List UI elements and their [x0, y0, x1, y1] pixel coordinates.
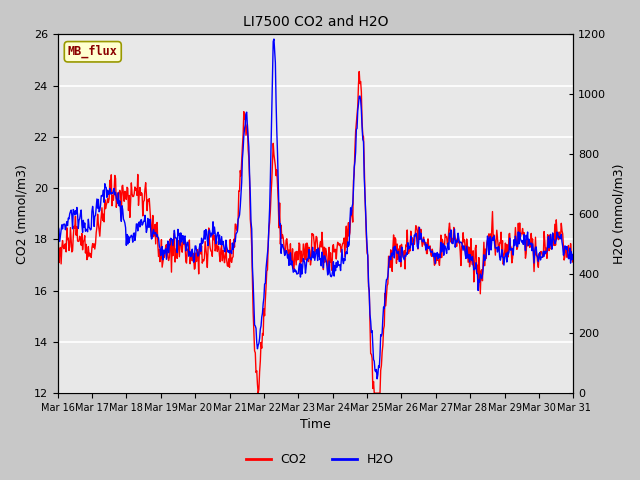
Legend: CO2, H2O: CO2, H2O	[241, 448, 399, 471]
Title: LI7500 CO2 and H2O: LI7500 CO2 and H2O	[243, 15, 388, 29]
Text: MB_flux: MB_flux	[68, 45, 118, 59]
Y-axis label: H2O (mmol/m3): H2O (mmol/m3)	[612, 164, 625, 264]
Y-axis label: CO2 (mmol/m3): CO2 (mmol/m3)	[15, 164, 28, 264]
X-axis label: Time: Time	[300, 419, 331, 432]
